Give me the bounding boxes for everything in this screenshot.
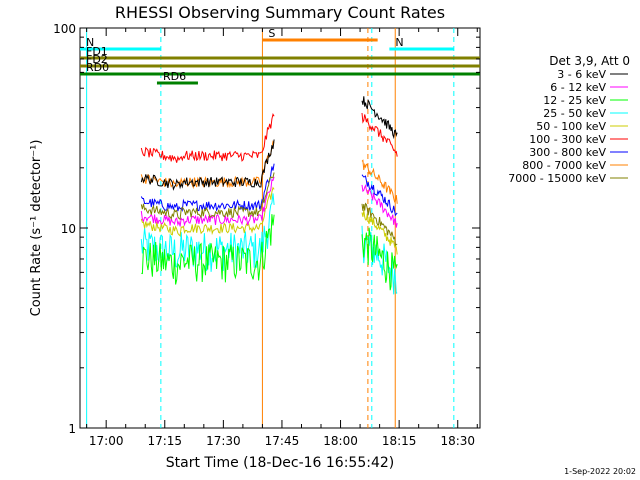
flag-label-n: N — [395, 36, 403, 49]
flag-label-rd6: RD6 — [163, 70, 186, 83]
legend-label-6: 300 - 800 keV — [529, 146, 606, 159]
y-tick-label-1: 10 — [61, 222, 76, 236]
x-tick-label-3: 17:45 — [265, 434, 300, 448]
series-line-0-part-1 — [361, 96, 398, 140]
axes: 1 10 100 17:00 17:15 17:30 17:45 18:00 18:15 18:3… — [53, 22, 480, 448]
series-trace-8 — [140, 172, 398, 246]
legend-label-4: 50 - 100 keV — [536, 120, 606, 133]
flag-label-n: N — [86, 36, 94, 49]
series-line-4-part-1 — [361, 210, 398, 255]
x-tick-label-5: 18:15 — [382, 434, 417, 448]
legend-title: Det 3,9, Att 0 — [549, 54, 630, 68]
series-line-7-part-1 — [361, 159, 398, 204]
series-trace-4 — [140, 186, 398, 255]
y-tick-label-0: 1 — [68, 422, 76, 436]
flag-label-fd1: FD1 — [86, 45, 108, 58]
series-trace-1 — [140, 176, 398, 228]
legend-label-2: 12 - 25 keV — [543, 94, 606, 107]
flag-label-fd2: FD2 — [86, 53, 108, 66]
date-stamp: 1-Sep-2022 20:02 — [564, 467, 636, 476]
series-line-8-part-1 — [361, 202, 398, 246]
series-trace-2 — [141, 214, 398, 291]
legend-label-5: 100 - 300 keV — [529, 133, 606, 146]
x-tick-label-0: 17:00 — [89, 434, 124, 448]
series-trace-0 — [140, 96, 398, 191]
legend-label-3: 25 - 50 keV — [543, 107, 606, 120]
legend-label-7: 800 - 7000 keV — [522, 159, 606, 172]
legend-label-0: 3 - 6 keV — [557, 68, 606, 81]
flag-label-rd0: RD0 — [86, 61, 109, 74]
y-axis-label: Count Rate (s⁻¹ detector⁻¹) — [29, 140, 44, 317]
y-tick-label-2: 100 — [53, 22, 76, 36]
series-line-5-part-1 — [361, 112, 398, 157]
series-trace-5 — [140, 112, 398, 163]
x-tick-label-2: 17:30 — [206, 434, 241, 448]
series-line-2-part-0 — [141, 214, 275, 285]
series-line-8-part-0 — [140, 172, 275, 221]
x-axis-label: Start Time (18-Dec-16 16:55:42) — [166, 455, 394, 471]
series-line-0-part-0 — [140, 139, 275, 191]
x-tick-label-6: 18:30 — [440, 434, 475, 448]
series-line-1-part-0 — [140, 176, 275, 227]
x-tick-label-4: 18:00 — [323, 434, 358, 448]
series-line-6-part-1 — [361, 174, 398, 217]
series-line-2-part-1 — [361, 227, 398, 291]
series-line-1-part-1 — [361, 184, 398, 228]
flag-label-s: S — [268, 27, 275, 40]
series-trace-6 — [140, 163, 398, 217]
legend-label-8: 7000 - 15000 keV — [508, 172, 606, 185]
x-tick-label-1: 17:15 — [147, 434, 182, 448]
plot-frame — [79, 27, 481, 429]
legend-label-1: 6 - 12 keV — [550, 81, 606, 94]
series-line-4-part-0 — [140, 186, 275, 237]
chart-title: RHESSI Observing Summary Count Rates — [115, 3, 445, 22]
series-line-6-part-0 — [140, 163, 275, 213]
series-line-5-part-0 — [140, 112, 275, 163]
